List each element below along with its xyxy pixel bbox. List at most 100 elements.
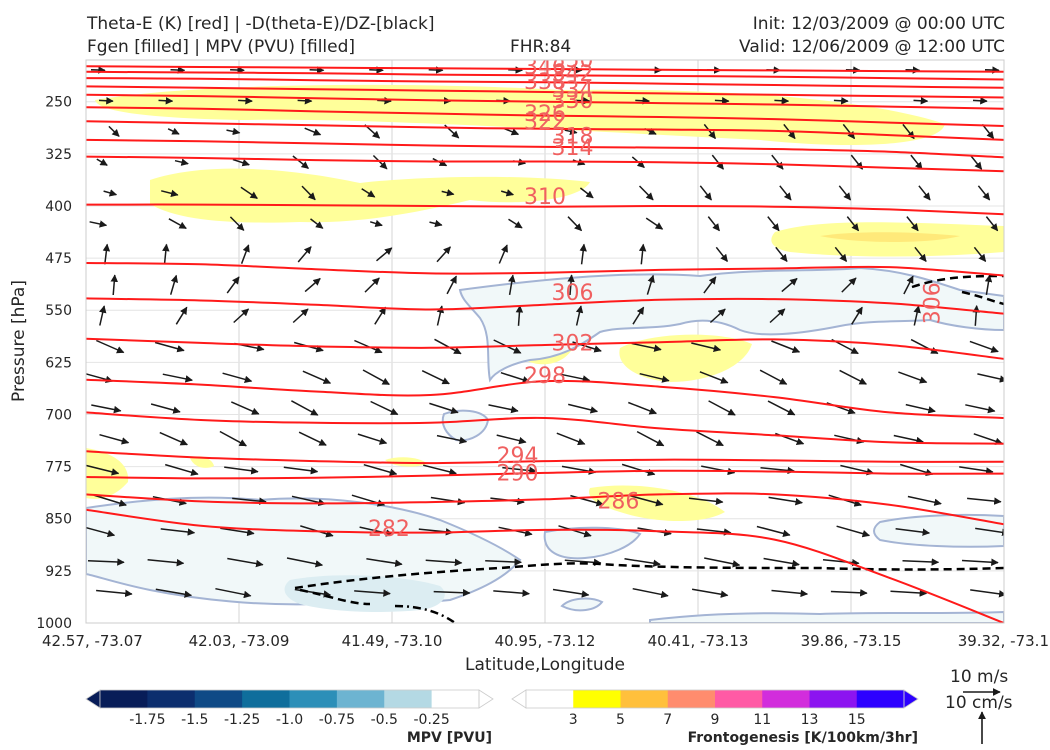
theta-e-contour-282 [86, 508, 1004, 623]
wind-vector [283, 466, 319, 475]
wind-vector [354, 589, 391, 597]
x-axis-label: Latitude,Longitude [465, 655, 625, 675]
contour-label: 306 [921, 282, 946, 324]
wind-vector [774, 97, 790, 105]
wind-vector [903, 275, 914, 295]
wind-vector [895, 527, 931, 536]
wind-vector [374, 306, 387, 325]
wind-vector [972, 97, 988, 105]
wind-vector [972, 305, 980, 326]
mpv-region [441, 409, 490, 442]
wind-vector [496, 434, 527, 445]
fgen-region [190, 456, 214, 468]
wind-vector [965, 404, 996, 414]
wind-vector [822, 558, 860, 567]
wind-vector [502, 466, 537, 475]
fgen-region [385, 457, 428, 467]
wind-vector [769, 308, 786, 324]
wind-vector [503, 127, 520, 136]
fgen-region [820, 232, 960, 242]
wind-vector [226, 127, 241, 136]
wind-vector [973, 433, 1003, 445]
colorbar-segment [762, 690, 810, 708]
y-tick-label: 400 [45, 199, 72, 215]
wind-vector [841, 277, 857, 293]
wind-vector [567, 274, 575, 296]
wind-vector [833, 97, 849, 105]
wind-vector [174, 158, 189, 166]
wind-vector [376, 247, 393, 262]
wind-vector [636, 430, 665, 447]
wind-vector [985, 216, 999, 232]
wind-vector [559, 373, 591, 383]
wind-vector [291, 400, 319, 416]
wind-vector [568, 403, 599, 414]
x-tick-label: 39.32, -73.1 [958, 632, 1049, 650]
wind-vector [230, 66, 245, 74]
wind-vector [621, 463, 656, 476]
y-tick-labels: 250 325 400 475 550 625 700 775 850 925 1000 [36, 95, 72, 632]
wind-vector [433, 588, 471, 597]
wind-vector [229, 216, 245, 231]
wind-vector [515, 305, 524, 326]
wind-vector [292, 155, 309, 169]
wind-vector [969, 154, 983, 170]
contour-label: 310 [524, 185, 566, 210]
wind-vector [836, 525, 871, 538]
colorbar-tick-label: -1.25 [224, 712, 260, 728]
wind-vector [485, 558, 522, 566]
wind-vector [369, 219, 383, 228]
colorbar-tick-label: -1.5 [181, 712, 208, 728]
wind-vector [369, 66, 384, 74]
stability-contour [911, 274, 1004, 289]
quiver-key-vertical-label: 10 cm/s [945, 693, 1013, 713]
x-tick-label: 40.41, -73.13 [648, 632, 749, 650]
wind-vector [696, 431, 724, 447]
wind-vector [771, 589, 809, 598]
wind-vector [436, 434, 468, 445]
x-tick-label: 40.95, -73.12 [495, 632, 596, 650]
contour-label: 350 [552, 48, 594, 73]
mpv-region [543, 526, 642, 560]
wind-vector [103, 189, 118, 197]
wind-vector [639, 372, 670, 383]
wind-vector [500, 189, 515, 197]
wind-vector [839, 369, 867, 385]
colorbar-segment [715, 690, 763, 708]
wind-vector [890, 589, 928, 597]
contour-label: 314 [552, 136, 594, 161]
colorbar-frame [525, 689, 905, 709]
wind-vector [96, 158, 108, 166]
wind-vector [230, 401, 260, 415]
theta-e-contour-302 [86, 378, 1004, 419]
chart-title-line1: Theta-E (K) [red] | -D(theta-E)/DZ-[blac… [87, 14, 435, 34]
x-tick-label: 42.03, -73.09 [189, 632, 290, 650]
wind-vector [708, 400, 736, 416]
y-axis-label: Pressure [hPa] [9, 280, 29, 402]
wind-vector [488, 404, 519, 414]
wind-vector [646, 274, 655, 295]
wind-vector [781, 277, 798, 293]
wind-vector [99, 433, 130, 445]
wind-vector [703, 123, 716, 140]
wind-vector [645, 217, 664, 230]
wind-vector [224, 466, 259, 475]
init-time: Init: 12/03/2009 @ 00:00 UTC [752, 14, 1005, 34]
wind-vector [961, 558, 999, 566]
wind-vector [86, 464, 120, 476]
theta-e-contour-306 [86, 297, 1004, 315]
wind-vector [688, 497, 724, 506]
wind-vector [446, 275, 457, 295]
colorbar-tick-label: -0.5 [371, 712, 398, 728]
wind-vector [86, 526, 116, 538]
colorbar-extend-max [478, 689, 494, 709]
wind-vector [310, 218, 324, 229]
y-tick-label: 325 [45, 147, 72, 163]
wind-vector [638, 185, 654, 201]
x-tick-label: 39.86, -73.15 [801, 632, 902, 650]
wind-vector [155, 588, 193, 598]
wind-vector [423, 464, 457, 476]
colorbar-frame [99, 689, 480, 709]
theta-e-contour-298 [86, 411, 1004, 445]
